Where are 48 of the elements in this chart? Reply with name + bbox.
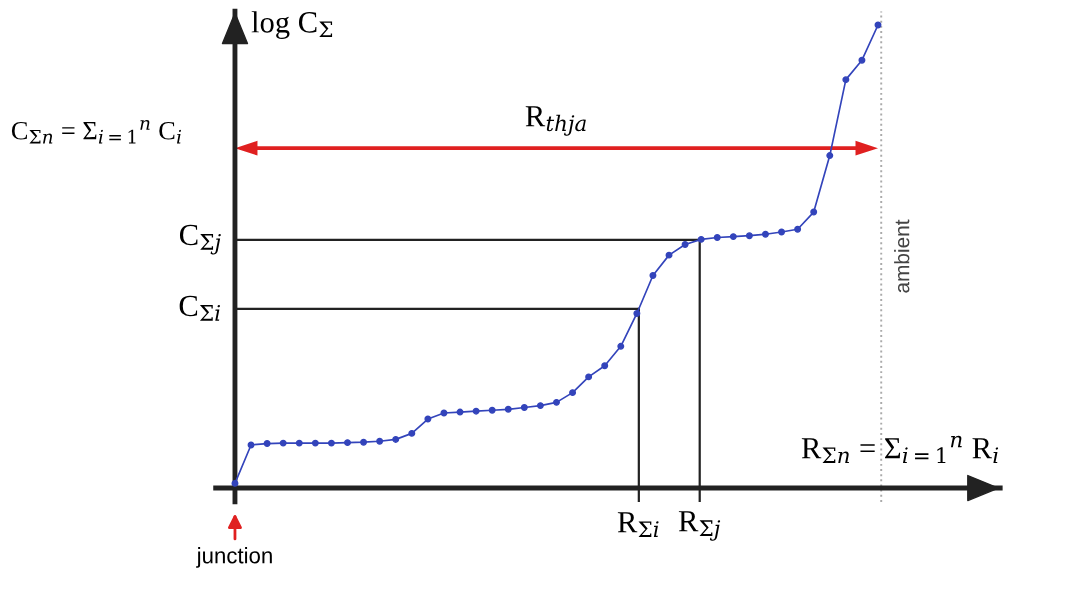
point (376, 437, 384, 445)
point (472, 407, 480, 415)
point (729, 233, 737, 241)
point (826, 152, 834, 160)
point (263, 440, 271, 448)
point (553, 398, 560, 406)
point (713, 234, 721, 242)
x-axis-title: R$_{Σn}$ = Σ$_{i=1}$$^{n}$ R$_{i}$ (801, 435, 999, 464)
point (794, 225, 802, 233)
point (633, 309, 641, 317)
point (569, 389, 577, 397)
point (408, 429, 416, 437)
point (295, 439, 303, 447)
point (311, 439, 319, 447)
point (810, 208, 818, 216)
point (665, 251, 673, 259)
text: C$_{Σn}$ = Σ$_{i=1}$$^{n}$ C$_{i}$ (11, 119, 182, 144)
point (424, 415, 432, 423)
text: ambient (894, 219, 910, 293)
y-axis-title: log C$_{Σ}$ (251, 11, 333, 39)
text: R$_{Σi}$ (617, 512, 659, 537)
point (681, 241, 689, 248)
point (520, 403, 528, 411)
point (745, 232, 753, 240)
text: junction (196, 547, 272, 568)
point (488, 406, 496, 414)
point (762, 230, 769, 238)
point (360, 438, 368, 446)
point (456, 408, 464, 416)
point (344, 439, 351, 447)
point (279, 439, 287, 447)
point (617, 342, 625, 350)
point (392, 435, 400, 443)
ref-line-label: C$_{Σi}$ (179, 295, 220, 321)
point (231, 479, 239, 487)
point (536, 402, 544, 410)
point (585, 373, 593, 381)
point (778, 228, 786, 236)
point (842, 76, 850, 84)
point (504, 405, 512, 413)
point (649, 272, 657, 279)
point (601, 362, 609, 370)
point (327, 439, 335, 447)
annotation: R$_{thja}$ (525, 106, 586, 136)
point (858, 56, 866, 64)
ref-line-label: C$_{Σj}$ (179, 224, 221, 255)
point (697, 235, 705, 243)
text: R$_{Σj}$ (678, 511, 721, 541)
